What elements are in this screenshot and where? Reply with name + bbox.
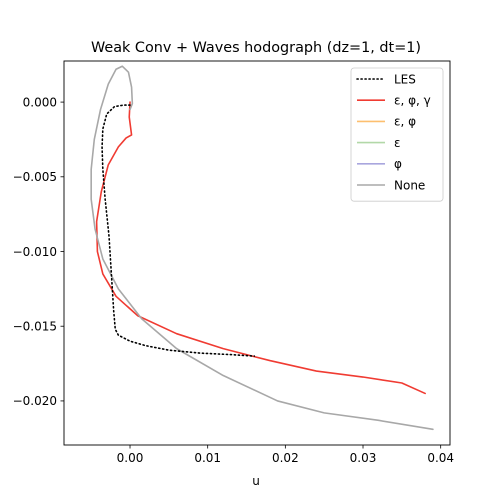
- y-tick-label: −0.015: [13, 320, 57, 334]
- y-tick-label: −0.010: [13, 245, 57, 259]
- legend-label: None: [394, 178, 425, 192]
- legend-label: LES: [394, 72, 416, 86]
- x-axis-label: u: [252, 474, 260, 488]
- y-tick-label: −0.005: [13, 170, 57, 184]
- x-tick-label: 0.01: [194, 451, 221, 465]
- x-tick-label: 0.03: [350, 451, 377, 465]
- legend-label: ε, φ: [394, 115, 416, 129]
- legend-label: φ: [394, 157, 402, 171]
- legend-label: ε: [394, 136, 401, 150]
- chart-title: Weak Conv + Waves hodograph (dz=1, dt=1): [91, 40, 421, 56]
- y-tick-label: −0.020: [13, 394, 57, 408]
- y-tick-label: 0.000: [23, 95, 57, 109]
- x-tick-label: 0.00: [117, 451, 144, 465]
- x-tick-label: 0.02: [272, 451, 299, 465]
- legend-label: ε, φ, γ: [394, 94, 431, 108]
- x-tick-label: 0.04: [427, 451, 454, 465]
- legend: LES ε, φ, γ ε, φ εφ None: [351, 68, 443, 201]
